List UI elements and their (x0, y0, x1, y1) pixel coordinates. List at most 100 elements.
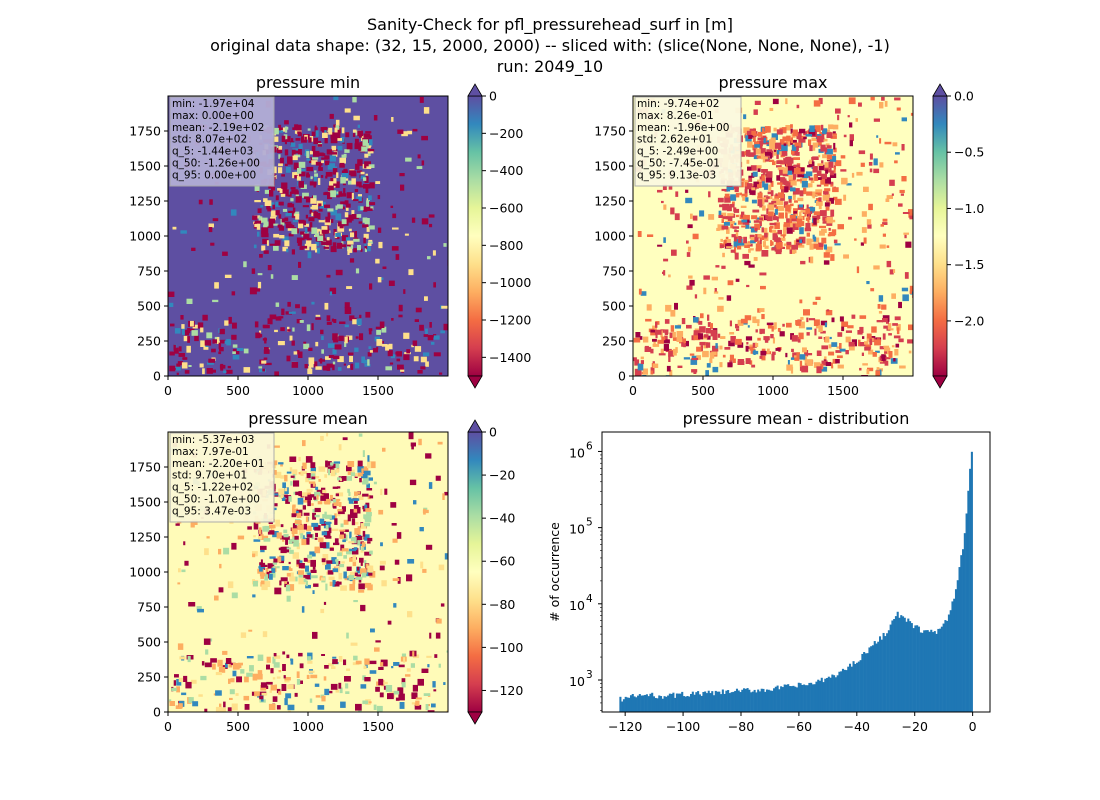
heatmap-pixel (909, 285, 913, 292)
heatmap-pixel (344, 341, 347, 347)
histogram-bar (859, 660, 862, 712)
heatmap-pixel (364, 582, 372, 588)
heatmap-pixel (428, 214, 435, 218)
heatmap-pixel (332, 363, 335, 371)
heatmap-pixel (305, 580, 308, 587)
heatmap-pixel (379, 321, 385, 328)
heatmap-pixel (239, 663, 242, 669)
heatmap-pixel (290, 142, 296, 147)
heatmap-pixel (734, 229, 737, 232)
heatmap-pixel (261, 692, 268, 696)
heatmap-pixel (257, 281, 262, 289)
colorbar-tick-label: −800 (489, 238, 523, 253)
heatmap-pixel (893, 335, 901, 339)
heatmap-pixel (733, 207, 737, 212)
heatmap-pixel (300, 231, 305, 235)
heatmap-pixel (856, 266, 860, 274)
y-tick-label: 1750 (594, 124, 626, 139)
heatmap-pixel (699, 341, 706, 346)
heatmap-pixel (637, 363, 644, 371)
heatmap-pixel (325, 535, 332, 539)
heatmap-pixel (275, 302, 280, 307)
heatmap-pixel (759, 140, 764, 145)
histogram-bar (778, 689, 781, 712)
heatmap-pixel (227, 365, 231, 369)
heatmap-pixel (263, 581, 271, 587)
y-tick-label: 500 (137, 299, 161, 314)
histogram-bar (642, 695, 645, 712)
heatmap-pixel (336, 138, 342, 141)
heatmap-pixel (298, 219, 305, 224)
heatmap-pixel (307, 660, 313, 664)
heatmap-pixel (331, 318, 334, 322)
heatmap-pixel (375, 640, 381, 643)
heatmap-pixel (719, 212, 727, 217)
heatmap-pixel (274, 655, 281, 659)
x-tick-label: −60 (786, 719, 812, 734)
histogram-bar (797, 682, 800, 712)
heatmap-pixel (754, 100, 761, 105)
heatmap-pixel (755, 243, 762, 251)
heatmap-pixel (307, 554, 313, 559)
heatmap-pixel (257, 231, 260, 237)
heatmap-pixel (270, 684, 277, 691)
heatmap-pixel (726, 295, 732, 301)
heatmap-pixel (640, 356, 644, 360)
heatmap-pixel (275, 195, 279, 201)
heatmap-pixel (327, 164, 333, 170)
histogram-bar (753, 689, 756, 712)
heatmap-pixel (777, 182, 783, 185)
heatmap-pixel (780, 179, 784, 183)
histogram-bar (845, 670, 848, 712)
heatmap-pixel (799, 227, 804, 235)
heatmap-pixel (685, 376, 687, 381)
heatmap-pixel (861, 211, 867, 217)
heatmap-pixel (889, 269, 894, 275)
heatmap-pixel (281, 174, 285, 177)
heatmap-pixel (203, 638, 211, 645)
distribution-x-axis: −120 −100 −80 −60 −40 −20 0 (608, 712, 977, 734)
heatmap-pixel (826, 145, 832, 149)
heatmap-pixel (735, 192, 740, 198)
heatmap-pixel (868, 336, 876, 339)
heatmap-pixel (633, 357, 637, 362)
heatmap-pixel (886, 260, 892, 268)
heatmap-pixel (797, 197, 804, 202)
histogram-bar (769, 690, 772, 712)
heatmap-pixel (334, 132, 341, 139)
heatmap-pixel (232, 344, 238, 348)
histogram-bar (962, 549, 965, 712)
heatmap-pixel (367, 148, 371, 152)
heatmap-pixel (323, 126, 327, 130)
heatmap-pixel (327, 461, 332, 466)
y-tick-exponent: 6 (586, 440, 593, 452)
heatmap-pixel (208, 227, 213, 233)
heatmap-pixel (284, 221, 292, 224)
heatmap-pixel (348, 365, 350, 368)
heatmap-pixel (742, 196, 745, 201)
heatmap-pixel (878, 311, 883, 314)
stats-line: mean: -2.20e+01 (172, 458, 264, 470)
heatmap-pixel (773, 235, 778, 241)
heatmap-pixel (740, 318, 748, 324)
colorbar-tick-label: −1200 (489, 313, 531, 328)
heatmap-pixel (267, 207, 272, 212)
histogram-bar (681, 691, 684, 712)
heatmap-pixel (225, 369, 233, 374)
heatmap-pixel (284, 581, 289, 588)
heatmap-pixel (354, 143, 362, 150)
heatmap-pixel (793, 211, 798, 214)
heatmap-pixel (306, 172, 310, 178)
heatmap-pixel (910, 112, 913, 116)
heatmap-pixel (357, 124, 360, 128)
heatmap-pixel (259, 330, 262, 334)
heatmap-pixel (340, 523, 344, 528)
heatmap-pixel (308, 217, 315, 222)
heatmap-pixel (318, 163, 322, 170)
heatmap-pixel (354, 491, 361, 494)
heatmap-pixel (423, 334, 429, 337)
heatmap-pixel (817, 140, 822, 146)
heatmap-pixel (330, 132, 336, 139)
